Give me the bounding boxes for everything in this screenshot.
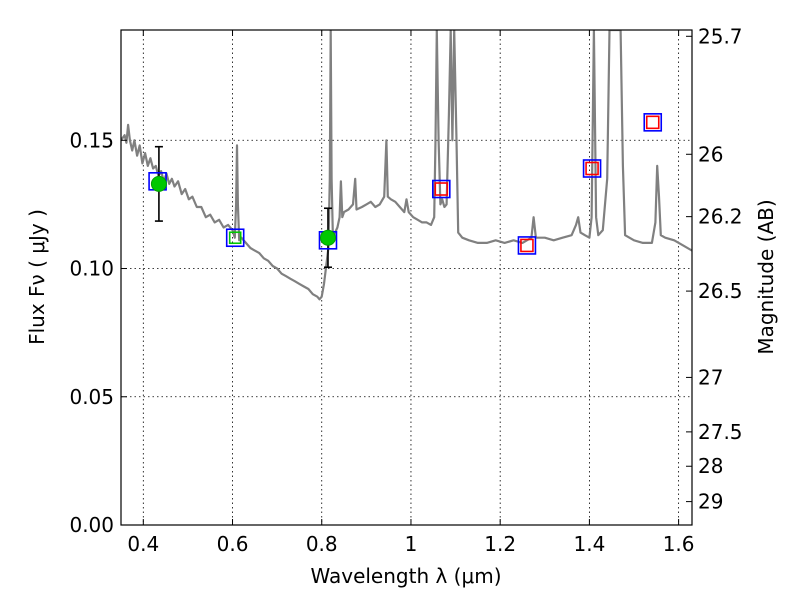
y2-tick-label: 26: [698, 142, 723, 166]
upper-limit-marker: [645, 115, 660, 130]
data-markers: [148, 113, 663, 269]
model-photometry-marker: [582, 159, 602, 178]
y-tick-label: 0.15: [69, 128, 114, 152]
x-tick-label: 1.4: [573, 532, 605, 556]
model-photometry-marker: [643, 113, 663, 132]
x-tick-label: 1.6: [663, 532, 695, 556]
y2-tick-label: 26.5: [698, 279, 743, 303]
x-tick-label: 0.6: [217, 532, 249, 556]
axis-ticks: 0.4 0.6 0.8 1 1.2 1.4 1.6 0.00 0.05 0.10 0.15 25.7 2…: [69, 24, 742, 556]
y-axis-title: Flux Fν ( μJy ): [25, 209, 49, 345]
y2-axis-title: Magnitude (AB): [754, 199, 778, 354]
y2-tick-label: 27.5: [698, 420, 743, 444]
x-tick-label: 1: [405, 532, 418, 556]
y-tick-label: 0.10: [69, 257, 114, 281]
grid-lines: [121, 30, 692, 526]
observed-flux-point: [150, 175, 167, 192]
model-photometry-marker: [517, 236, 537, 255]
x-axis-title: Wavelength λ (μm): [310, 564, 501, 588]
y2-tick-label: 25.7: [698, 24, 743, 48]
model-photometry-marker: [225, 228, 245, 248]
upper-limit-marker: [434, 182, 449, 196]
x-tick-label: 0.4: [127, 532, 159, 556]
y2-tick-label: 28: [698, 454, 723, 478]
y2-tick-label: 27: [698, 365, 723, 389]
y2-tick-label: 26.2: [698, 205, 743, 229]
y-tick-label: 0.00: [69, 513, 114, 537]
observed-flux-point: [319, 229, 336, 246]
plot-frame: [120, 29, 693, 526]
plot-area: [121, 30, 692, 301]
x-tick-label: 1.2: [484, 532, 516, 556]
upper-limit-marker: [520, 238, 534, 253]
upper-limit-marker: [585, 161, 599, 176]
model-photometry-marker: [431, 179, 451, 199]
y-tick-label: 0.05: [69, 385, 114, 409]
y2-tick-label: 29: [698, 490, 723, 514]
x-tick-label: 0.8: [306, 532, 338, 556]
model-spectrum-line: [121, 30, 692, 301]
observed-flux-point: [228, 231, 242, 245]
